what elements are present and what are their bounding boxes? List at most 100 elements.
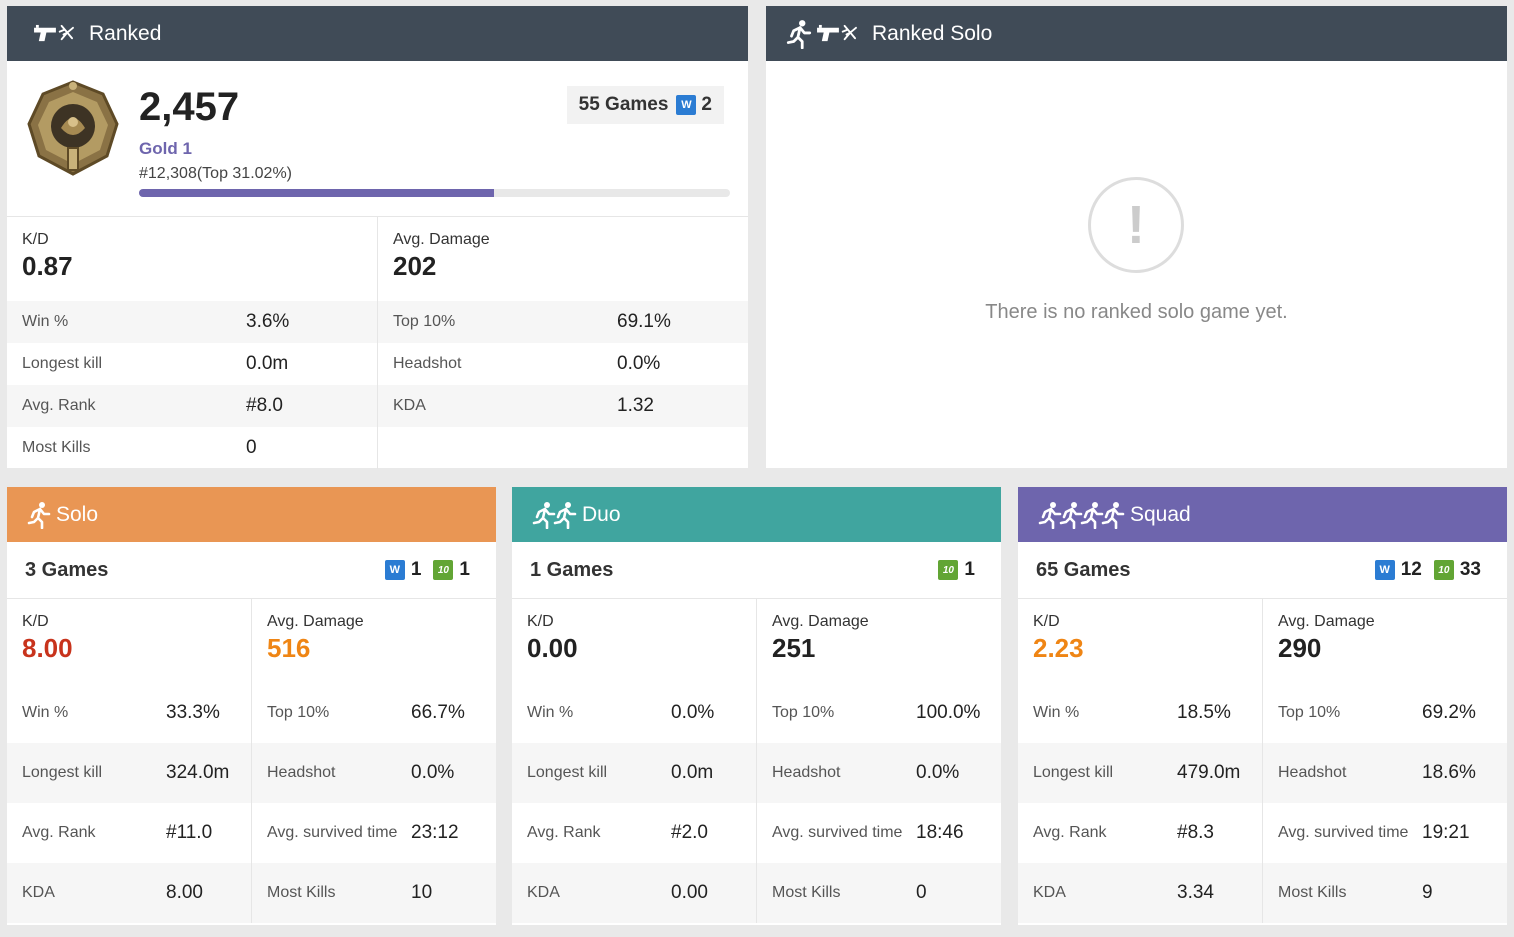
gun-icon	[816, 24, 858, 43]
damage-label: Avg. Damage	[772, 613, 869, 630]
mode-right-col: Avg. Damage 251 Top 10% 100.0% Headshot …	[756, 599, 1001, 923]
stat-label: Avg. Rank	[22, 824, 96, 841]
stat-value: 19:21	[1422, 822, 1470, 843]
stat-label: Avg. Rank	[527, 824, 601, 841]
stat-label: Most Kills	[772, 884, 841, 901]
stat-label: Longest kill	[22, 764, 103, 781]
win-badge-icon: W	[676, 95, 697, 115]
stat-row: Avg. Rank #8.0	[7, 385, 377, 427]
stat-row: Top 10% 69.1%	[378, 301, 748, 343]
kd-label: K/D	[22, 613, 49, 630]
ranked-left-col: K/D 0.87 Win % 3.6% Longest kill 0.0m Av…	[7, 217, 377, 469]
ranked-card: Ranked 2,457 Gold 1 #12,308(Top 31.02%) …	[7, 6, 748, 469]
stat-row: Headshot 18.6%	[1263, 743, 1507, 803]
win-badge-icon: W	[1374, 560, 1395, 580]
stat-value: #2.0	[671, 822, 708, 843]
exclamation-icon: !	[1088, 177, 1184, 273]
damage-value: 516	[267, 633, 311, 663]
mode-card-duo: Duo 1 Games 10 1 K/D 0.00 Win % 0.0% Lon…	[512, 487, 1001, 925]
win-count: 1	[410, 559, 422, 580]
rank-position: #12,308(Top 31.02%)	[139, 165, 292, 182]
rank-points: 2,457	[139, 85, 240, 129]
kd-value: 0.00	[527, 633, 578, 663]
stat-value: 8.00	[166, 882, 203, 903]
gun-icon	[33, 24, 75, 43]
stat-value: 23:12	[411, 822, 459, 843]
stat-row: Win % 18.5%	[1018, 683, 1262, 743]
mode-title: Squad	[1130, 502, 1191, 526]
stat-row: Avg. survived time 19:21	[1263, 803, 1507, 863]
games-count: 3 Games	[25, 558, 109, 581]
stat-row: Most Kills 0	[757, 863, 1001, 923]
stat-row: Headshot 0.0%	[378, 343, 748, 385]
stat-value: 3.6%	[246, 311, 290, 332]
stat-label: Longest kill	[22, 355, 103, 372]
stat-row: Headshot 0.0%	[252, 743, 496, 803]
stat-value: 3.34	[1177, 882, 1214, 903]
stat-label: Most Kills	[1278, 884, 1347, 901]
stat-label: Avg. survived time	[267, 824, 398, 841]
stat-value: 324.0m	[166, 762, 230, 783]
stat-label: Headshot	[267, 764, 336, 781]
stat-value: #8.3	[1177, 822, 1214, 843]
stat-row	[378, 427, 748, 469]
stat-value: 9	[1422, 882, 1433, 903]
stat-row: Longest kill 0.0m	[512, 743, 756, 803]
win-badge-icon: W	[384, 560, 405, 580]
mode-left-col: K/D 8.00 Win % 33.3% Longest kill 324.0m…	[7, 599, 251, 923]
mode-card-squad: Squad 65 Games W 12 10 33 K/D 2.23 Win % …	[1018, 487, 1507, 925]
ranked-solo-header: Ranked Solo	[766, 6, 1507, 61]
stat-value: 479.0m	[1177, 762, 1241, 783]
stat-value: 69.1%	[617, 311, 671, 332]
stat-label: Headshot	[393, 355, 462, 372]
stat-label: Headshot	[772, 764, 841, 781]
mode-header: Squad	[1018, 487, 1507, 542]
ranked-right-col: Avg. Damage 202 Top 10% 69.1% Headshot 0…	[377, 217, 748, 469]
kd-value: 2.23	[1033, 633, 1084, 663]
stat-value: #11.0	[166, 822, 213, 843]
mode-summary: 3 Games W 1 10 1	[7, 542, 496, 599]
stat-row: Longest kill 0.0m	[7, 343, 377, 385]
damage-label: Avg. Damage	[393, 231, 490, 248]
mode-left-col: K/D 2.23 Win % 18.5% Longest kill 479.0m…	[1018, 599, 1262, 923]
stat-value: 0.0%	[411, 762, 455, 783]
mode-header: Duo	[512, 487, 1001, 542]
stat-value: 0.0%	[617, 353, 661, 374]
damage-label: Avg. Damage	[1278, 613, 1375, 630]
stat-value: #8.0	[246, 395, 283, 416]
stat-label: Win %	[527, 704, 574, 721]
damage-label: Avg. Damage	[267, 613, 364, 630]
gold-medal-icon	[27, 80, 119, 176]
stat-value: 0.0m	[671, 762, 714, 783]
stat-label: KDA	[1033, 884, 1066, 901]
stat-row: Longest kill 324.0m	[7, 743, 251, 803]
stat-label: KDA	[527, 884, 560, 901]
stat-value: 18.5%	[1177, 702, 1231, 723]
stat-value: 0	[916, 882, 927, 903]
mode-summary: 1 Games 10 1	[512, 542, 1001, 599]
stat-value: 0	[246, 437, 257, 458]
kd-label: K/D	[22, 231, 49, 248]
running-person-icon	[27, 501, 51, 529]
stat-value: 18.6%	[1422, 762, 1476, 783]
kd-value: 8.00	[22, 633, 73, 663]
top10-badge-icon: 10	[433, 560, 454, 580]
kd-value: 0.87	[22, 251, 73, 281]
stat-value: 18:46	[916, 822, 964, 843]
mode-summary: 65 Games W 12 10 33	[1018, 542, 1507, 599]
stat-row: Win % 33.3%	[7, 683, 251, 743]
stat-row: Most Kills 0	[7, 427, 377, 469]
stat-value: 66.7%	[411, 702, 465, 723]
kd-label: K/D	[1033, 613, 1060, 630]
games-summary: 55 Games W 2	[566, 86, 724, 124]
stat-row: KDA 8.00	[7, 863, 251, 923]
stat-label: KDA	[393, 397, 426, 414]
ranked-title: Ranked	[89, 21, 162, 45]
stat-label: Win %	[1033, 704, 1080, 721]
stat-value: 33.3%	[166, 702, 220, 723]
top10-count: 1	[964, 559, 975, 580]
stat-label: Top 10%	[393, 313, 456, 330]
mode-title: Duo	[582, 502, 621, 526]
rank-progress-fill	[139, 189, 494, 197]
games-count: 65 Games	[1036, 558, 1131, 581]
